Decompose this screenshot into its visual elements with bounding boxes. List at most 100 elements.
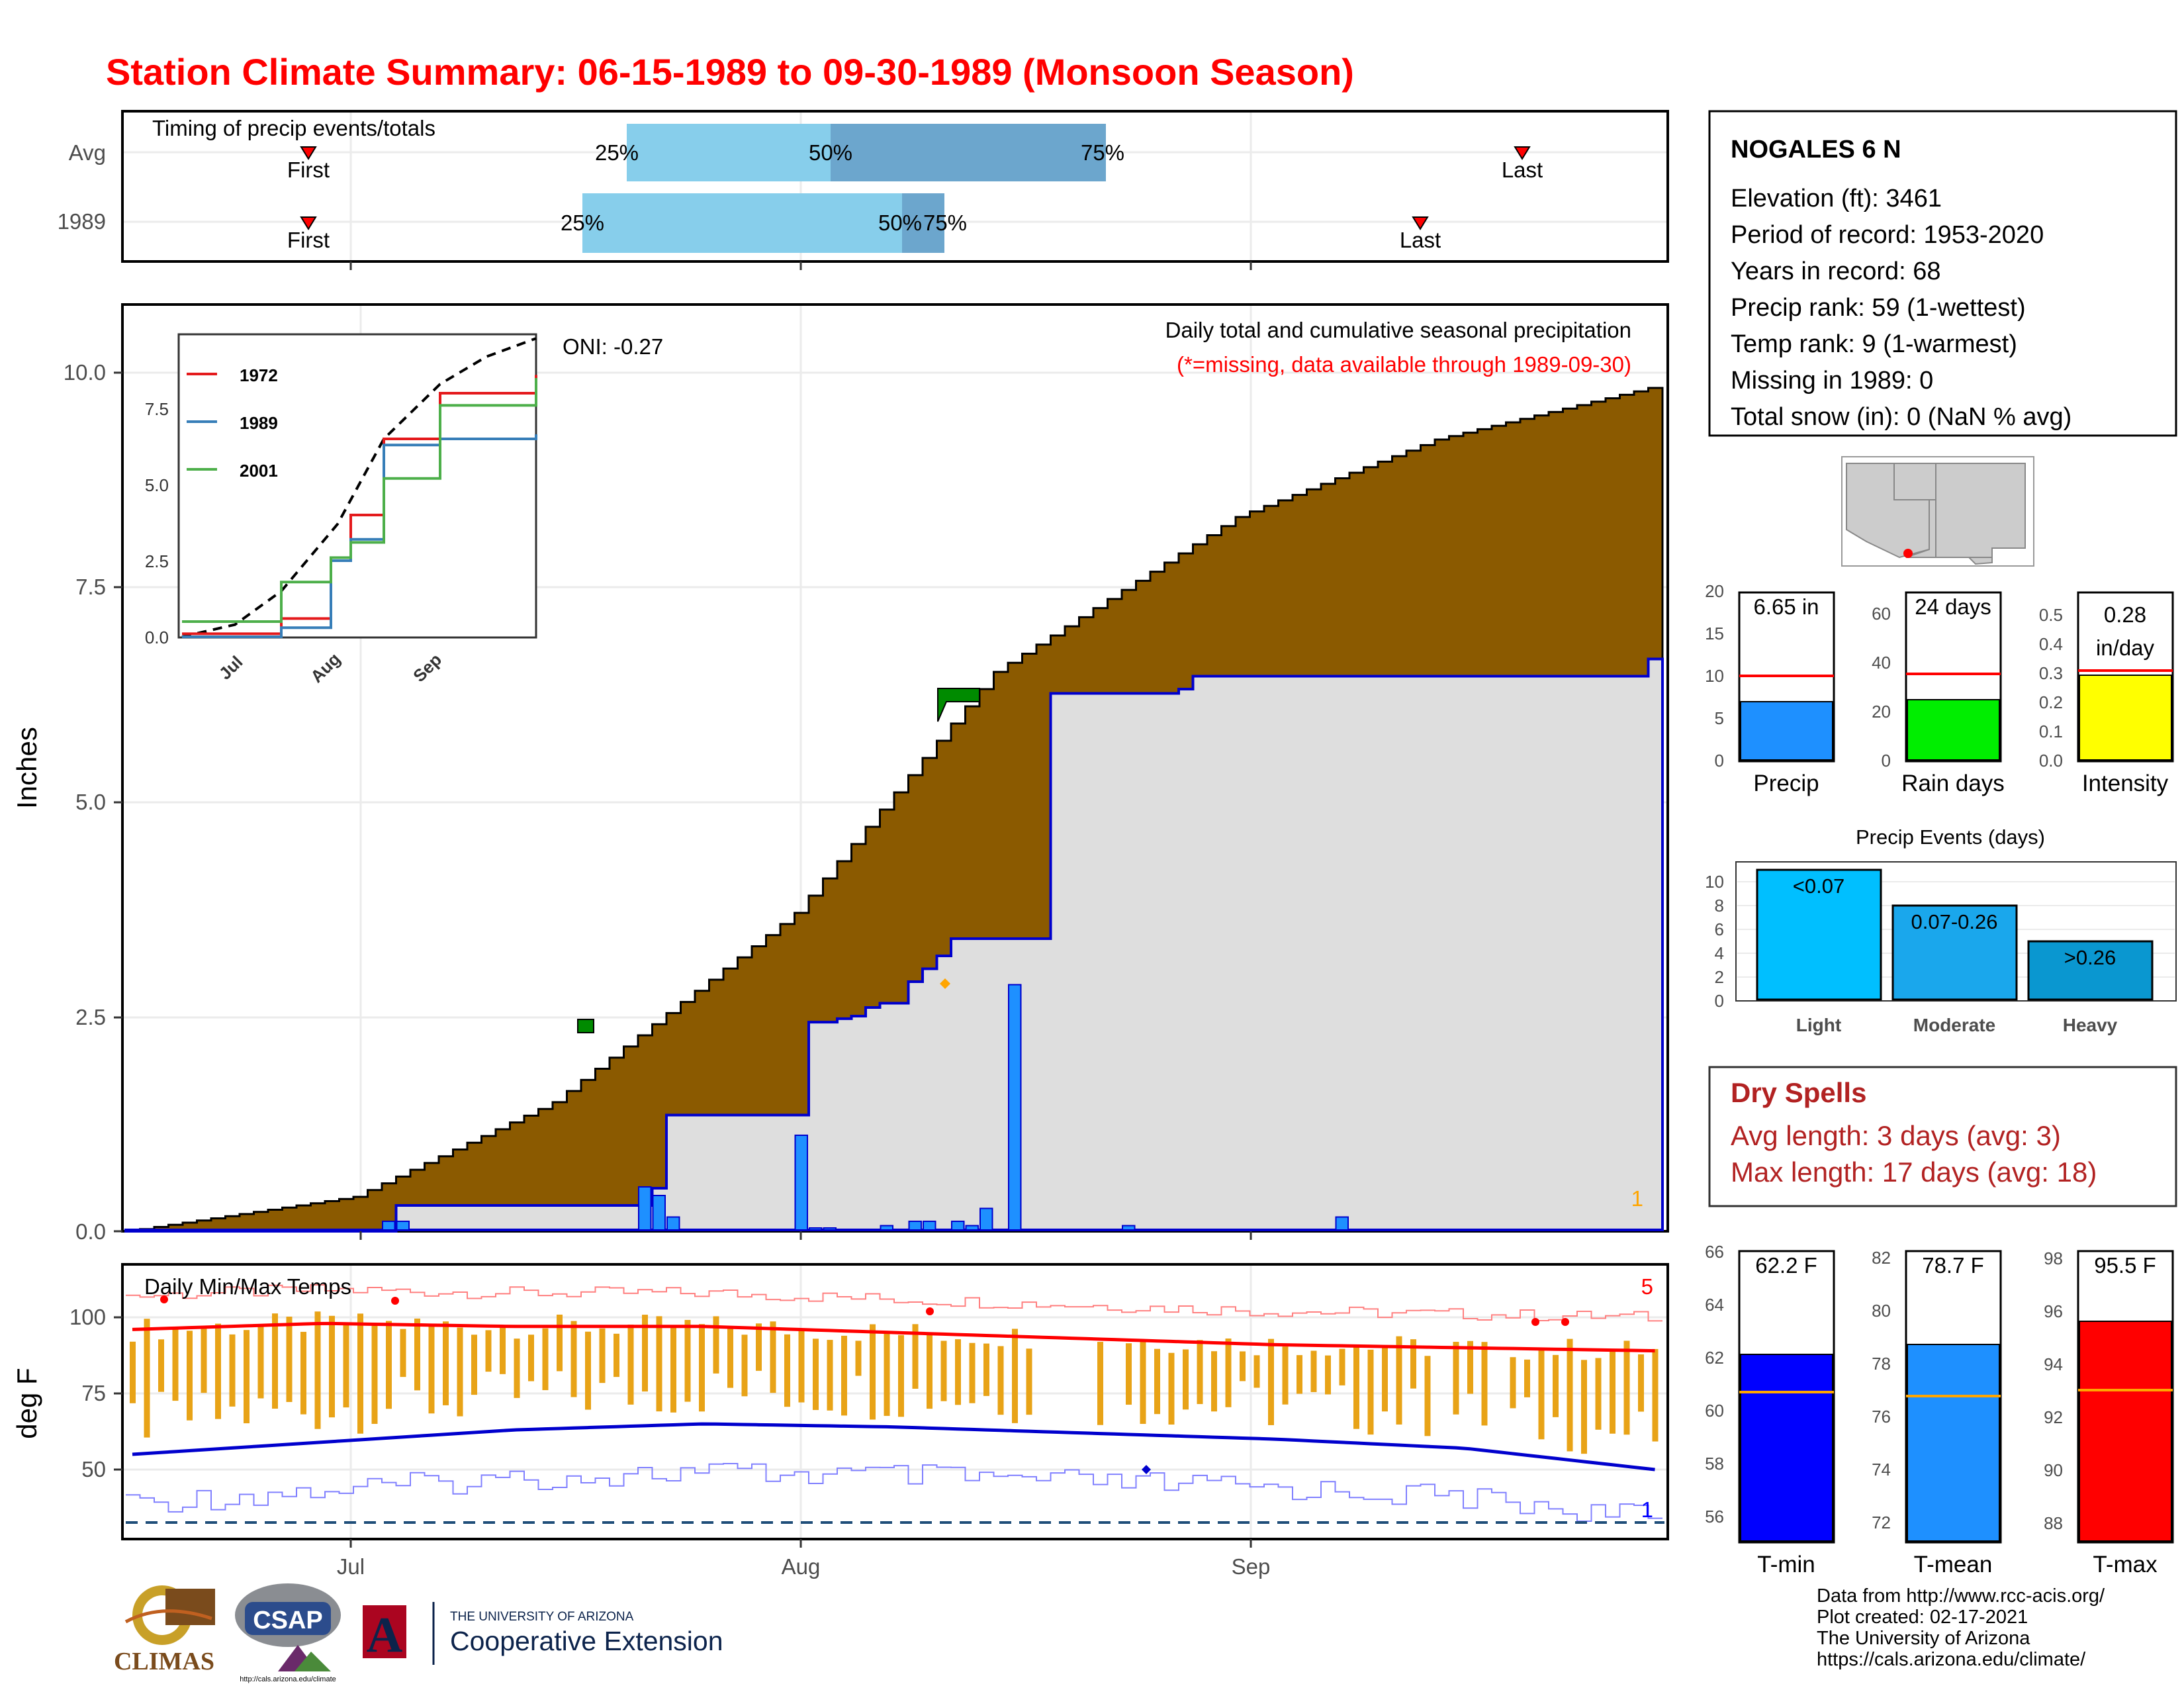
daily-temp-bar <box>1538 1349 1545 1440</box>
intensity-value-text-2: in/day <box>2096 635 2155 660</box>
timing-row-label-avg: Avg <box>69 140 106 165</box>
daily-temp-bar <box>172 1327 179 1401</box>
daily-temp-bar <box>1396 1336 1402 1425</box>
climas-text: CLIMAS <box>114 1648 214 1675</box>
events-bars: <0.07 Light 0.07-0.26 Moderate >0.26 Heavy <box>1756 868 2154 1035</box>
page-title: Station Climate Summary: 06-15-1989 to 0… <box>106 51 1354 93</box>
daily-temp-bar <box>1097 1342 1103 1425</box>
tmax-tick-96: 96 <box>2044 1301 2063 1321</box>
daily-precip-bar <box>794 1135 808 1231</box>
timing-1989-q75: 75% <box>923 211 967 235</box>
ua-letter: A <box>367 1607 403 1663</box>
rain-days-value-text: 24 days <box>1915 594 1991 619</box>
max-daily-marker <box>940 978 950 989</box>
timing-avg-first-marker <box>300 146 317 160</box>
timing-1989-q50: 50% <box>878 211 922 235</box>
intensity-tick-0-5: 0.5 <box>2039 605 2063 625</box>
daily-temp-bar <box>1168 1352 1175 1425</box>
daily-temp-bar <box>1211 1351 1217 1412</box>
precip-panel: ONI: -0.27 Daily total and cumulative se… <box>11 303 1669 1244</box>
tmax-label: T-max <box>2093 1552 2158 1577</box>
timing-avg-last-label: Last <box>1502 158 1543 182</box>
station-line-1: Period of record: 1953-2020 <box>1731 221 2044 249</box>
climas-logo: CLIMAS <box>114 1585 215 1675</box>
precip-corner-count: 1 <box>1631 1186 1643 1211</box>
daily-temp-bar <box>528 1335 534 1382</box>
daily-temp-bar <box>244 1330 250 1424</box>
daily-temp-bar <box>798 1329 805 1403</box>
timing-1989-last-marker <box>1412 216 1429 230</box>
daily-temp-bar <box>158 1339 164 1392</box>
daily-temp-bar <box>1638 1354 1644 1412</box>
daily-temp-bar <box>727 1328 733 1388</box>
daily-temp-bar <box>215 1323 221 1419</box>
inset-line-2001 <box>182 378 537 623</box>
precip-tick-5: 5 <box>1715 708 1724 728</box>
tmean-value-text: 78.7 F <box>1922 1253 1984 1278</box>
daily-temp-bar <box>500 1326 506 1374</box>
temp-ytick-50: 50 <box>81 1457 106 1481</box>
daily-temp-bar <box>1623 1340 1630 1435</box>
daily-temp-bar <box>414 1318 420 1391</box>
footer-line-2: The University of Arizona <box>1817 1628 2030 1649</box>
daily-temp-bar <box>514 1338 520 1398</box>
locator-map <box>1841 456 2034 567</box>
daily-temp-bar <box>1424 1356 1431 1436</box>
daily-temp-bar <box>1567 1338 1573 1452</box>
daily-precip-bar <box>823 1227 837 1231</box>
events-tick-0: 0 <box>1715 991 1724 1011</box>
daily-temp-bar <box>1410 1339 1416 1389</box>
rain-days-tick-0: 0 <box>1882 751 1891 771</box>
temp-ylabel: deg F <box>11 1368 42 1438</box>
station-line-5: Missing in 1989: 0 <box>1731 367 1933 395</box>
oni-label: ONI: -0.27 <box>563 334 663 359</box>
record-low-line <box>126 1463 1662 1522</box>
daily-temp-bar <box>684 1319 691 1402</box>
tmin-tick-60: 60 <box>1705 1401 1724 1421</box>
intensity-tick-0-3: 0.3 <box>2039 663 2063 683</box>
timing-avg-last-marker <box>1514 146 1531 160</box>
tmin-label: T-min <box>1757 1552 1815 1577</box>
precip-tick-20: 20 <box>1705 581 1724 601</box>
event-category-label: Light <box>1796 1015 1841 1035</box>
timing-heading: Timing of precip events/totals <box>152 116 435 140</box>
daily-temp-bar <box>542 1328 549 1391</box>
daily-precip-bar <box>652 1195 666 1231</box>
precip-tick-15: 15 <box>1705 624 1724 643</box>
intensity-tick-0-1: 0.1 <box>2039 722 2063 741</box>
daily-temp-bar <box>343 1325 349 1408</box>
daily-temp-bar <box>699 1324 705 1412</box>
inset-avg-line <box>181 337 537 638</box>
daily-temp-bar <box>627 1325 634 1405</box>
dry-spells-avg: Avg length: 3 days (avg: 3) <box>1731 1120 2061 1151</box>
daily-temp-bar <box>1353 1346 1359 1429</box>
daily-precip-bar <box>1122 1225 1136 1231</box>
daily-temp-bar <box>1240 1351 1246 1382</box>
temp-ytick-100: 100 <box>69 1305 106 1329</box>
daily-temp-bar <box>1581 1360 1587 1454</box>
daily-temp-bar <box>286 1317 293 1402</box>
daily-temp-bar <box>1126 1343 1132 1405</box>
temp-heading: Daily Min/Max Temps <box>144 1274 351 1299</box>
daily-temp-bar <box>1225 1338 1232 1407</box>
daily-temp-bar <box>1339 1348 1345 1385</box>
record-high-markers <box>160 1295 1569 1326</box>
daily-temp-bar <box>314 1311 321 1429</box>
daily-temp-bar <box>784 1334 790 1407</box>
daily-temp-bar <box>841 1335 847 1416</box>
event-bar <box>2027 940 2154 1001</box>
timing-avg-first-label: First <box>287 158 330 182</box>
station-name: NOGALES 6 N <box>1731 136 1901 164</box>
daily-temp-bar <box>713 1316 719 1374</box>
daily-temp-bar <box>130 1341 136 1403</box>
csap-url: http://cals.arizona.edu/climate <box>240 1675 336 1683</box>
daily-precip-bar <box>1335 1216 1349 1231</box>
timing-avg-q25: 25% <box>595 140 639 165</box>
daily-temp-bar <box>1382 1348 1388 1412</box>
station-line-2: Years in record: 68 <box>1731 258 1941 285</box>
record-low-marker <box>1142 1465 1151 1474</box>
temp-panel: Daily Min/Max Temps 5 1 50 75 100 deg F … <box>11 1263 1669 1579</box>
daily-temp-bar <box>1553 1354 1559 1417</box>
daily-temp-bar <box>912 1324 919 1389</box>
station-info: NOGALES 6 N Elevation (ft): 3461 Period … <box>1708 110 2177 437</box>
